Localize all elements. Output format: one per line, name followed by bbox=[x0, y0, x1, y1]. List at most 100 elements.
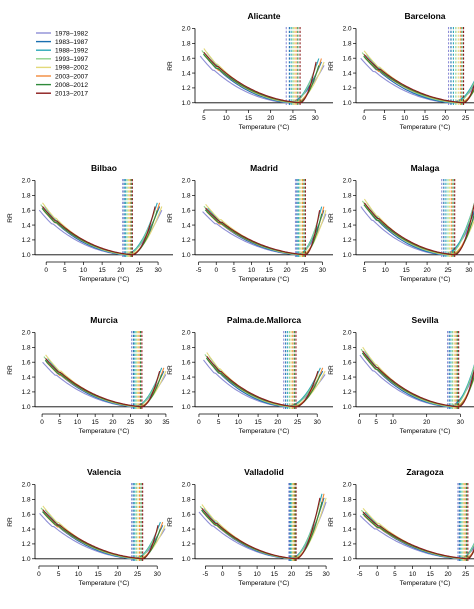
x-tick-label: 30 bbox=[154, 571, 162, 578]
y-tick-label: 1.0 bbox=[22, 252, 31, 259]
panel-title: Valencia bbox=[87, 467, 121, 477]
x-axis-label: Temperature (°C) bbox=[400, 579, 451, 587]
rr-curve-series bbox=[361, 509, 474, 560]
y-tick-label: 1.0 bbox=[343, 556, 352, 563]
x-tick-label: 5 bbox=[363, 267, 367, 274]
rr-curve-series bbox=[366, 202, 474, 256]
y-axis-label: RR bbox=[167, 365, 174, 375]
x-tick-label: 30 bbox=[145, 419, 153, 426]
x-tick-label: 15 bbox=[421, 115, 429, 122]
x-axis-label: Temperature (°C) bbox=[79, 579, 130, 587]
x-tick-label: 10 bbox=[389, 419, 397, 426]
rr-curve-series bbox=[203, 359, 326, 408]
x-axis-label: Temperature (°C) bbox=[239, 427, 290, 435]
y-tick-label: 1.2 bbox=[22, 237, 31, 244]
y-tick-label: 1.6 bbox=[22, 359, 31, 366]
panel-valladolid: Valladolid 1.0 1.2 1.4 1.6 1.8 2.0 -5 0 5 10 15 20 25… bbox=[167, 467, 333, 587]
legend-label: 2013–2017 bbox=[55, 91, 88, 98]
x-tick-label: 10 bbox=[382, 267, 390, 274]
legend-label: 1988–1992 bbox=[55, 48, 88, 55]
rr-curve-series bbox=[362, 350, 474, 408]
y-tick-label: 1.2 bbox=[182, 541, 191, 548]
x-tick-label: 20 bbox=[274, 419, 282, 426]
x-tick-label: 0 bbox=[197, 419, 201, 426]
y-tick-label: 2.0 bbox=[343, 178, 352, 185]
y-tick-label: 1.4 bbox=[182, 526, 191, 533]
panel-barcelona: Barcelona1.01.21.41.61.82.0051015202530T… bbox=[328, 11, 474, 131]
panel-malaga: Malaga1.01.21.41.61.82.05101520253035Tem… bbox=[328, 163, 474, 283]
x-tick-label: 25 bbox=[444, 267, 452, 274]
y-tick-label: 1.4 bbox=[343, 70, 352, 77]
y-tick-label: 1.4 bbox=[22, 222, 31, 229]
x-tick-label: 20 bbox=[288, 571, 296, 578]
y-axis-label: RR bbox=[167, 517, 174, 527]
rr-curve-series bbox=[364, 206, 474, 256]
rr-curve-series bbox=[364, 350, 474, 408]
panel-murcia: Murcia 1.0 1.2 1.4 1.6 1.8 2.0 0 5 10 15 20 25 30 35 Te… bbox=[7, 315, 173, 435]
panel-zaragoza: Zaragoza1.01.21.41.61.82.0-5051015202530… bbox=[328, 467, 474, 587]
y-tick-label: 1.8 bbox=[22, 497, 31, 504]
y-tick-label: 1.6 bbox=[22, 511, 31, 518]
rr-curve-series bbox=[359, 515, 474, 560]
x-tick-label: 5 bbox=[58, 419, 62, 426]
x-tick-label: 30 bbox=[457, 419, 465, 426]
rr-curve-series bbox=[38, 209, 163, 256]
y-tick-label: 1.4 bbox=[182, 70, 191, 77]
rr-curve-series bbox=[201, 50, 317, 104]
y-tick-label: 1.8 bbox=[343, 497, 352, 504]
y-tick-label: 1.8 bbox=[343, 41, 352, 48]
y-tick-label: 2.0 bbox=[343, 482, 352, 489]
x-tick-label: 15 bbox=[92, 419, 100, 426]
x-tick-label: 20 bbox=[424, 267, 432, 274]
panel-valencia: Valencia 1.0 1.2 1.4 1.6 1.8 2.0 0 5 10 15 20 25 30 Te… bbox=[7, 467, 173, 587]
x-tick-label: -5 bbox=[203, 571, 209, 578]
x-tick-label: 10 bbox=[75, 571, 83, 578]
y-tick-label: 1.0 bbox=[182, 404, 191, 411]
x-axis-label: Temperature (°C) bbox=[400, 427, 451, 435]
x-tick-label: 30 bbox=[319, 267, 327, 274]
x-tick-label: 5 bbox=[383, 115, 387, 122]
x-tick-label: 25 bbox=[301, 267, 309, 274]
x-tick-label: 5 bbox=[63, 267, 67, 274]
y-tick-label: 1.0 bbox=[182, 100, 191, 107]
x-tick-label: 20 bbox=[114, 571, 122, 578]
x-tick-label: 0 bbox=[44, 267, 48, 274]
x-tick-label: 25 bbox=[127, 419, 135, 426]
y-tick-label: 2.0 bbox=[22, 482, 31, 489]
panel-title: Malaga bbox=[411, 163, 440, 173]
y-tick-label: 1.2 bbox=[22, 541, 31, 548]
y-tick-label: 2.0 bbox=[22, 330, 31, 337]
x-axis-label: Temperature (°C) bbox=[400, 275, 451, 283]
rr-curve-series bbox=[42, 509, 159, 560]
x-tick-label: 10 bbox=[401, 115, 409, 122]
y-tick-label: 1.8 bbox=[343, 345, 352, 352]
y-tick-label: 1.2 bbox=[343, 237, 352, 244]
x-tick-label: 25 bbox=[294, 419, 302, 426]
panel-title: Zaragoza bbox=[406, 467, 444, 477]
y-tick-label: 1.4 bbox=[343, 526, 352, 533]
x-tick-label: -5 bbox=[196, 267, 202, 274]
y-tick-label: 1.8 bbox=[182, 345, 191, 352]
x-axis-label: Temperature (°C) bbox=[239, 123, 290, 131]
rr-curve-series bbox=[206, 206, 325, 256]
legend-label: 1983–1987 bbox=[55, 39, 88, 46]
y-tick-label: 1.8 bbox=[343, 193, 352, 200]
legend-label: 1993–1997 bbox=[55, 56, 88, 63]
y-axis-label: RR bbox=[328, 365, 335, 375]
rr-curve-series bbox=[360, 57, 474, 104]
rr-curve-series bbox=[198, 501, 327, 560]
y-axis-label: RR bbox=[328, 61, 335, 71]
x-axis-label: Temperature (°C) bbox=[239, 579, 290, 587]
x-tick-label: 25 bbox=[462, 571, 470, 578]
y-tick-label: 1.0 bbox=[343, 404, 352, 411]
x-tick-label: 30 bbox=[323, 571, 331, 578]
y-tick-label: 1.4 bbox=[22, 526, 31, 533]
y-tick-label: 1.0 bbox=[182, 556, 191, 563]
panel-title: Alicante bbox=[247, 11, 280, 21]
x-tick-label: 15 bbox=[266, 267, 274, 274]
x-tick-label: 25 bbox=[462, 115, 470, 122]
y-tick-label: 1.4 bbox=[182, 222, 191, 229]
panel-title: Palma.de.Mallorca bbox=[227, 315, 301, 325]
